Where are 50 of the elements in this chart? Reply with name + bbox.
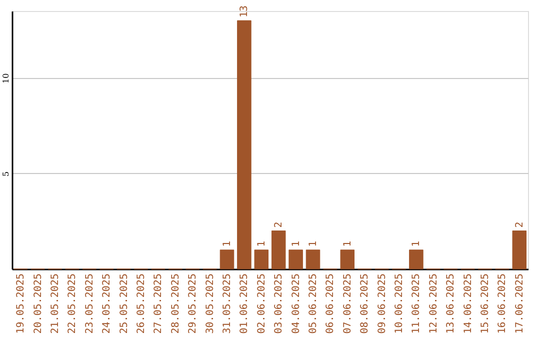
- x-tick-label: 20.05.2025: [32, 274, 44, 334]
- data-label: 1: [256, 240, 268, 247]
- data-label: 1: [308, 240, 319, 247]
- bar: [409, 250, 424, 270]
- x-tick-label: 10.06.2025: [394, 274, 405, 334]
- data-label: 13: [239, 6, 250, 18]
- bar: [271, 230, 286, 270]
- x-tick-label: 28.05.2025: [170, 274, 182, 334]
- data-label: 1: [342, 240, 354, 247]
- x-tick-label: 06.06.2025: [325, 274, 336, 334]
- x-tick-label: 22.05.2025: [67, 274, 78, 334]
- x-tick-label: 12.06.2025: [428, 274, 440, 334]
- bar: [512, 230, 527, 270]
- bar: [237, 20, 252, 270]
- data-label: 2: [514, 222, 526, 228]
- y-tick-label: 10: [2, 73, 10, 84]
- y-tick-label: 5: [2, 171, 10, 176]
- data-label: 1: [411, 240, 422, 247]
- x-tick-label: 19.05.2025: [16, 274, 27, 334]
- x-tick-label: 01.06.2025: [239, 274, 250, 334]
- x-tick-label: 09.06.2025: [376, 274, 388, 334]
- bar: [340, 250, 355, 270]
- x-tick-label: 08.06.2025: [360, 274, 371, 334]
- x-tick-label: 24.05.2025: [102, 274, 113, 334]
- x-tick-label: 02.06.2025: [256, 274, 268, 334]
- data-label: 1: [222, 240, 233, 247]
- x-tick-label: 30.05.2025: [204, 274, 216, 334]
- x-tick-label: 04.06.2025: [290, 274, 302, 334]
- bar: [254, 250, 269, 270]
- x-tick-label: 21.05.2025: [50, 274, 61, 334]
- x-tick-label: 07.06.2025: [342, 274, 354, 334]
- bar: [220, 250, 234, 270]
- x-tick-label: 05.06.2025: [308, 274, 319, 334]
- x-tick-label: 13.06.2025: [446, 274, 457, 334]
- x-tick-label: 23.05.2025: [84, 274, 96, 334]
- bar: [306, 250, 320, 270]
- x-tick-label: 14.06.2025: [462, 274, 474, 334]
- x-tick-label: 31.05.2025: [222, 274, 233, 334]
- x-tick-label: 17.06.2025: [514, 274, 526, 334]
- x-tick-label: 11.06.2025: [411, 274, 422, 334]
- x-tick-label: 16.06.2025: [497, 274, 508, 334]
- bar: [288, 250, 303, 270]
- x-tick-label: 25.05.2025: [118, 274, 130, 334]
- x-tick-label: 27.05.2025: [153, 274, 164, 334]
- x-tick-label: 15.06.2025: [480, 274, 491, 334]
- data-label: 2: [274, 222, 285, 228]
- x-tick-label: 29.05.2025: [188, 274, 199, 334]
- x-tick-label: 03.06.2025: [274, 274, 285, 334]
- x-tick-label: 26.05.2025: [136, 274, 147, 334]
- data-label: 1: [290, 240, 302, 247]
